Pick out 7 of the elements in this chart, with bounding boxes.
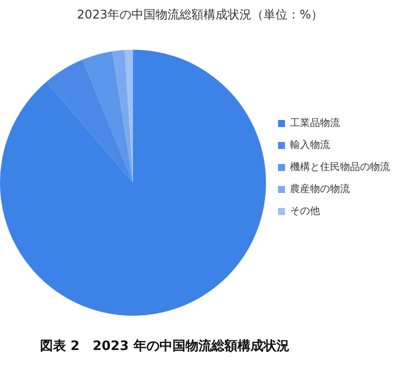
chart-title: 2023年の中国物流総額構成状況（単位：%） (77, 7, 323, 22)
legend-label: 機構と住民物品の物流 (290, 161, 390, 174)
legend-label: 工業品物流 (290, 117, 340, 130)
legend-label: 輸入物流 (290, 139, 330, 152)
legend-label: その他 (290, 205, 320, 218)
text: 図表 2 2023 年の中国物流総額構成状況 (39, 338, 290, 355)
legend-label: 農産物の物流 (290, 183, 350, 196)
